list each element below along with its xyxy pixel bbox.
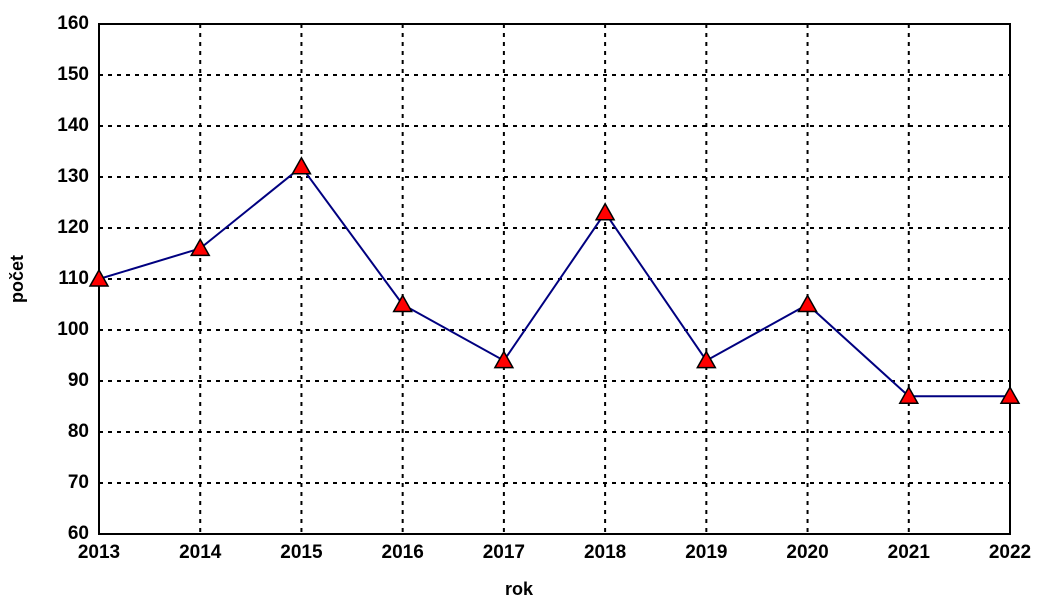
- x-tick-label: 2013: [78, 542, 120, 563]
- marker: [291, 156, 312, 175]
- x-tick-label: 2014: [179, 542, 222, 563]
- y-axis-label: počet: [7, 255, 27, 303]
- marker: [88, 268, 110, 287]
- x-tick-label: 2018: [584, 542, 626, 563]
- marker: [696, 350, 717, 369]
- marker: [189, 237, 211, 257]
- x-tick-label: 2021: [888, 542, 931, 563]
- x-tick-label: 2015: [280, 542, 323, 563]
- marker: [999, 385, 1021, 405]
- y-tick-label: 110: [58, 268, 89, 289]
- y-tick-label: 90: [68, 370, 89, 391]
- marker: [797, 293, 818, 313]
- y-tick-label: 120: [57, 217, 89, 238]
- marker: [594, 202, 616, 221]
- marker: [392, 293, 413, 313]
- line: [98, 165, 1010, 398]
- marker: [898, 385, 920, 405]
- y-tick-label: 160: [57, 13, 89, 34]
- x-tick-label: 2017: [483, 542, 525, 563]
- x-axis-label: rok: [505, 579, 534, 599]
- x-tick-label: 2019: [685, 542, 727, 563]
- x-tick-label: 2020: [786, 542, 828, 563]
- y-tick-label: 100: [57, 319, 89, 340]
- y-tick-label: 150: [57, 64, 89, 85]
- y-tick-label: 140: [57, 115, 89, 136]
- x-tick-label: 2022: [989, 542, 1031, 563]
- y-tick-label: 60: [68, 523, 89, 544]
- y-tick-label: 130: [57, 166, 89, 187]
- y-tick-label: 80: [68, 421, 89, 442]
- x-tick-label: 2016: [382, 542, 424, 563]
- marker: [493, 350, 515, 369]
- y-tick-label: 70: [68, 472, 89, 493]
